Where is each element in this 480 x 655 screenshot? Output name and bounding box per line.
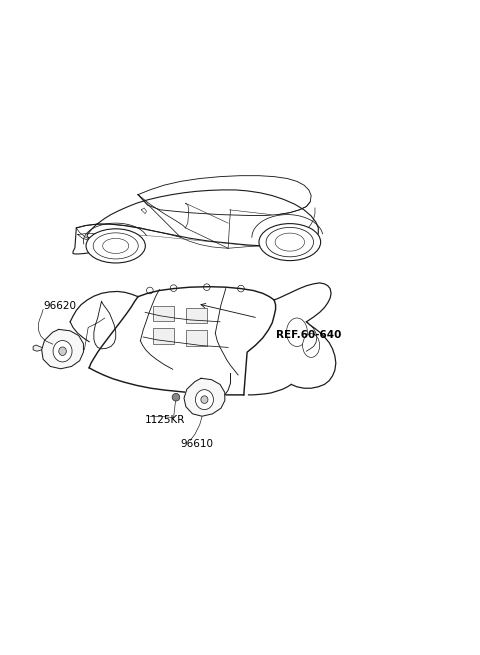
Text: 96620: 96620 — [43, 301, 76, 311]
Polygon shape — [184, 379, 225, 416]
Circle shape — [238, 286, 244, 292]
Ellipse shape — [59, 347, 66, 356]
Bar — [153, 306, 174, 321]
Ellipse shape — [53, 341, 72, 362]
Text: REF.60-640: REF.60-640 — [276, 329, 341, 339]
Text: 1125KR: 1125KR — [145, 415, 185, 425]
Circle shape — [146, 287, 153, 294]
Polygon shape — [33, 345, 42, 351]
Ellipse shape — [195, 390, 214, 409]
Ellipse shape — [172, 394, 180, 401]
Circle shape — [204, 284, 210, 291]
Ellipse shape — [302, 333, 320, 358]
Bar — [186, 330, 207, 346]
Ellipse shape — [201, 396, 208, 403]
Polygon shape — [42, 329, 84, 369]
Ellipse shape — [287, 318, 307, 346]
Circle shape — [170, 285, 177, 291]
Bar — [153, 328, 174, 344]
Bar — [186, 308, 207, 323]
Ellipse shape — [259, 223, 321, 261]
Text: 96610: 96610 — [180, 439, 214, 449]
Ellipse shape — [86, 229, 145, 263]
